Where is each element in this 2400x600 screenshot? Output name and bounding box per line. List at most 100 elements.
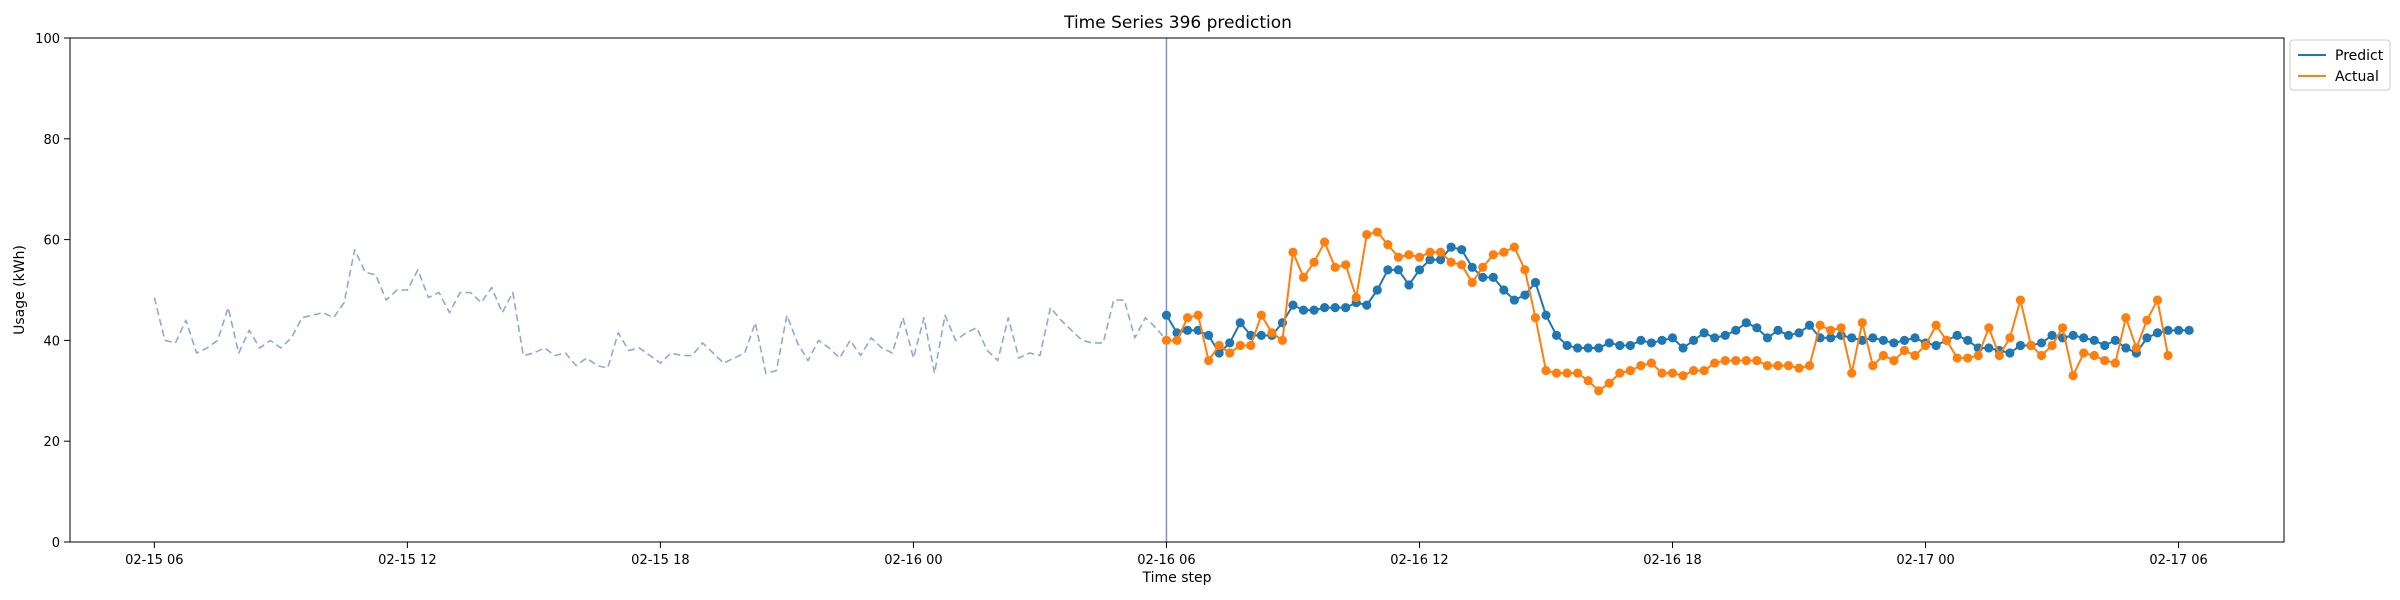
actual-point: [2026, 340, 2036, 351]
actual-point: [2079, 348, 2089, 358]
legend[interactable]: Predict Actual: [2289, 39, 2391, 91]
actual-point: [1710, 358, 1720, 368]
actual-point: [2142, 315, 2152, 325]
actual-point: [1530, 313, 1541, 323]
predict-point: [1931, 340, 1941, 351]
actual-point: [1414, 252, 1425, 262]
chart-title: Time Series 396 prediction: [1063, 13, 1292, 33]
actual-point: [1899, 345, 1910, 356]
predict-point: [1752, 323, 1762, 333]
actual-point: [1351, 292, 1361, 303]
predict-point: [1678, 343, 1688, 353]
actual-point: [1372, 227, 1382, 237]
predict-point: [1984, 343, 1994, 353]
predict-point: [2036, 338, 2047, 348]
predict-point: [1383, 265, 1393, 275]
legend-actual-label: Actual: [2335, 69, 2379, 85]
predict-point: [1499, 285, 1509, 295]
actual-point: [2100, 355, 2110, 366]
predict-point: [1657, 335, 1667, 345]
predict-point: [1699, 328, 1709, 338]
actual-point: [1277, 335, 1288, 345]
predict-point: [1478, 272, 1488, 282]
actual-point: [1246, 340, 1256, 351]
actual-point: [1720, 355, 1730, 366]
actual-point: [1994, 350, 2004, 361]
actual-point: [1309, 257, 1319, 267]
predict-point: [1847, 333, 1857, 343]
y-tick-label: 40: [43, 334, 60, 349]
actual-point: [1435, 247, 1446, 257]
predict-point: [1530, 277, 1541, 288]
x-axis: 02-15 06 02-15 12 02-15 18 02-16 00 02-16 06…: [125, 542, 2208, 568]
actual-point: [1288, 247, 1298, 257]
actual-point: [1741, 355, 1751, 366]
actual-point: [1520, 265, 1530, 275]
predict-point: [1520, 290, 1530, 300]
actual-point: [1362, 229, 1372, 240]
predict-point: [1372, 285, 1382, 295]
predict-point: [1889, 338, 1899, 348]
actual-point: [1573, 368, 1583, 378]
actual-point: [1320, 237, 1330, 247]
predict-point: [1794, 328, 1804, 338]
predict-point: [1573, 343, 1583, 353]
predict-point: [2079, 333, 2089, 343]
predict-point: [1731, 325, 1741, 335]
actual-point: [1193, 310, 1203, 320]
actual-point: [1457, 260, 1467, 270]
predict-point: [1868, 333, 1878, 343]
actual-point: [1425, 247, 1435, 257]
actual-point: [1541, 366, 1551, 376]
predict-point: [2100, 340, 2110, 351]
history-series: [153, 248, 1168, 374]
predict-point: [1804, 320, 1815, 330]
actual-point: [1615, 368, 1625, 378]
actual-point: [2068, 371, 2078, 381]
actual-point: [1731, 355, 1741, 366]
actual-point: [1161, 335, 1172, 345]
y-tick-label: 60: [43, 234, 60, 249]
predict-point: [1720, 330, 1730, 340]
predict-point: [2152, 328, 2163, 338]
actual-point: [1256, 310, 1266, 320]
predict-point: [1309, 305, 1319, 315]
predict-point: [1910, 333, 1920, 343]
predict-point: [1298, 305, 1309, 315]
predict-point: [1256, 330, 1266, 340]
actual-point: [1942, 335, 1952, 345]
actual-point: [1963, 353, 1973, 363]
predict-point: [1878, 335, 1888, 345]
predict-point: [1404, 280, 1414, 290]
actual-point: [1678, 371, 1688, 381]
actual-point: [1783, 361, 1794, 371]
actual-point: [2089, 350, 2099, 361]
predict-point: [1615, 340, 1625, 351]
predict-point: [2089, 335, 2099, 345]
predict-point: [1710, 333, 1720, 343]
actual-point: [1815, 320, 1825, 330]
actual-point: [1657, 368, 1667, 378]
predict-line: [1165, 246, 2190, 354]
predict-point: [2184, 325, 2194, 335]
actual-point: [1794, 363, 1804, 373]
actual-point: [1868, 361, 1878, 371]
predict-point: [1899, 335, 1910, 345]
actual-series: [1161, 227, 2173, 396]
actual-point: [1562, 368, 1572, 378]
actual-point: [2152, 295, 2163, 305]
predict-point: [2047, 330, 2057, 340]
x-tick-label: 02-16 06: [1137, 553, 1195, 568]
x-tick-label: 02-15 12: [378, 553, 436, 568]
actual-point: [1984, 323, 1994, 333]
predict-point: [1625, 340, 1635, 351]
predict-point: [1467, 262, 1477, 272]
predict-point: [2142, 333, 2152, 343]
x-tick-label: 02-16 12: [1390, 553, 1448, 568]
actual-point: [1235, 340, 1245, 351]
predict-point: [1225, 338, 1235, 348]
predict-point: [1594, 343, 1604, 353]
y-axis-label: Usage (kWh): [12, 245, 28, 335]
y-tick-label: 20: [43, 435, 60, 450]
